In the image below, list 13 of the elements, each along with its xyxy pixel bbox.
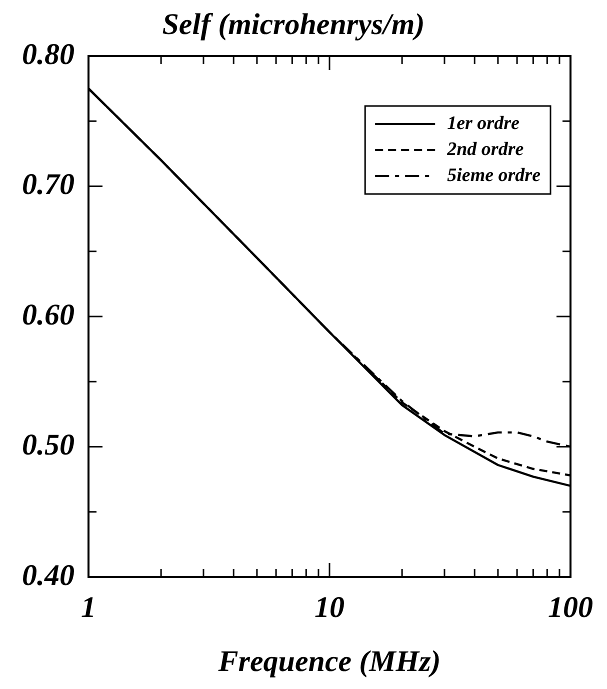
x-tick-label: 100 [548,590,593,624]
x-axis-title: Frequence (MHz) [217,644,441,678]
y-tick-label: 0.70 [22,168,74,201]
legend-label: 5ieme ordre [447,164,542,186]
legend-label: 1er ordre [447,112,520,134]
legend-label: 2nd ordre [446,138,524,160]
y-tick-label: 0.60 [22,298,74,332]
y-tick-label: 0.80 [22,38,74,71]
y-tick-label: 0.50 [22,428,74,462]
y-tick-label: 0.40 [22,558,74,592]
x-tick-label: 1 [81,590,96,624]
x-tick-label: 10 [314,590,344,624]
chart-title: Self (microhenrys/m) [162,8,425,41]
